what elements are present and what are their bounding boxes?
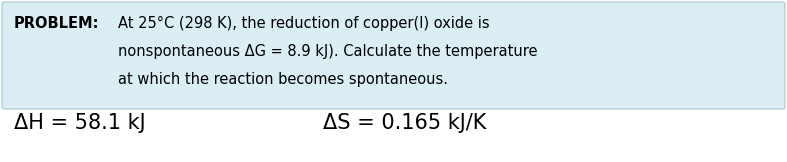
- Text: nonspontaneous ΔG = 8.9 kJ). Calculate the temperature: nonspontaneous ΔG = 8.9 kJ). Calculate t…: [118, 44, 538, 59]
- Text: at which the reaction becomes spontaneous.: at which the reaction becomes spontaneou…: [118, 72, 448, 87]
- Text: At 25°C (298 K), the reduction of copper(I) oxide is: At 25°C (298 K), the reduction of copper…: [118, 16, 490, 31]
- FancyBboxPatch shape: [2, 2, 785, 109]
- Text: ΔS = 0.165 kJ/K: ΔS = 0.165 kJ/K: [323, 113, 486, 133]
- Text: PROBLEM:: PROBLEM:: [14, 16, 99, 31]
- Text: ΔH = 58.1 kJ: ΔH = 58.1 kJ: [14, 113, 146, 133]
